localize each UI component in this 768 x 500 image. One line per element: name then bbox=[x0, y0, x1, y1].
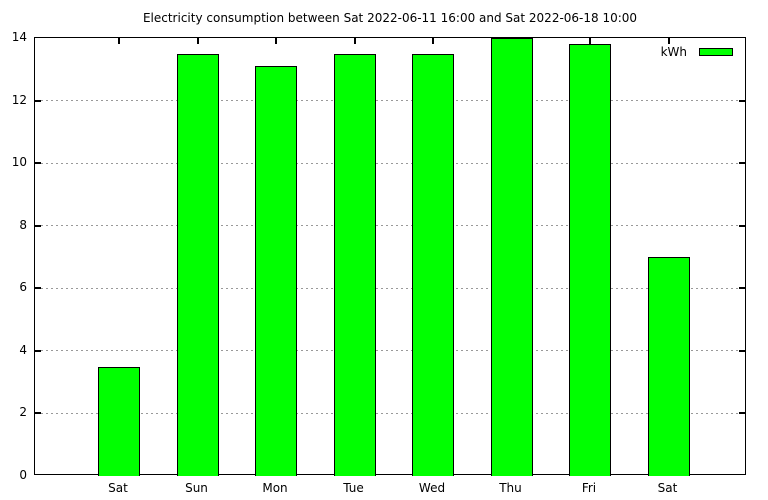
xtick-label-4: Wed bbox=[418, 481, 446, 495]
ytick-left-6 bbox=[35, 287, 41, 290]
xtick-label-2: Mon bbox=[262, 481, 288, 495]
gridline-y4 bbox=[36, 350, 744, 352]
bar-fri-6 bbox=[569, 44, 611, 476]
gridline-y10 bbox=[36, 162, 744, 164]
ytick-label-8: 8 bbox=[19, 217, 27, 232]
legend: kWh bbox=[661, 45, 733, 59]
ytick-right-2 bbox=[739, 412, 745, 415]
xtick-label-5: Thu bbox=[499, 481, 522, 495]
ytick-label-2: 2 bbox=[19, 405, 27, 420]
ytick-label-14: 14 bbox=[11, 30, 27, 44]
bar-tue-3 bbox=[333, 53, 376, 476]
gridline-y2 bbox=[36, 412, 744, 414]
bar-mon-2 bbox=[255, 66, 297, 476]
xtick-label-7: Sat bbox=[657, 481, 678, 495]
legend-swatch bbox=[699, 48, 733, 56]
xtick-label-3: Tue bbox=[343, 481, 364, 495]
ytick-label-10: 10 bbox=[11, 155, 27, 170]
bar-sat-7 bbox=[647, 257, 690, 476]
bar-sat-0 bbox=[98, 366, 140, 476]
ytick-left-10 bbox=[35, 162, 41, 165]
bar-wed-4 bbox=[412, 53, 454, 476]
ytick-label-12: 12 bbox=[11, 92, 27, 107]
xtick-top-7 bbox=[667, 38, 670, 44]
ytick-right-6 bbox=[739, 287, 745, 290]
ytick-left-8 bbox=[35, 224, 41, 227]
ytick-right-10 bbox=[739, 162, 745, 165]
xtick-top-2 bbox=[275, 38, 277, 44]
xtick-top-1 bbox=[196, 38, 199, 44]
xtick-top-6 bbox=[589, 38, 591, 44]
bar-sun-1 bbox=[176, 53, 219, 476]
ytick-label-6: 6 bbox=[19, 280, 27, 295]
xtick-top-3 bbox=[353, 38, 356, 44]
xtick-label-0: Sat bbox=[108, 481, 128, 495]
ytick-right-12 bbox=[739, 99, 745, 102]
plot-area: kWh bbox=[34, 37, 746, 476]
ytick-label-4: 4 bbox=[19, 342, 27, 357]
gridline-y8 bbox=[36, 225, 744, 227]
gridline-y12 bbox=[36, 100, 744, 102]
gridline-y6 bbox=[36, 287, 744, 289]
ytick-right-4 bbox=[739, 349, 745, 352]
ytick-left-4 bbox=[35, 349, 41, 352]
xtick-top-4 bbox=[432, 38, 434, 44]
xtick-label-6: Fri bbox=[581, 481, 597, 495]
xtick-top-0 bbox=[118, 38, 120, 44]
ytick-right-8 bbox=[739, 224, 745, 227]
chart-title: Electricity consumption between Sat 2022… bbox=[142, 11, 638, 25]
bar-thu-5 bbox=[490, 38, 533, 476]
xtick-label-1: Sun bbox=[185, 481, 208, 495]
ytick-label-0: 0 bbox=[19, 468, 27, 482]
ytick-left-2 bbox=[35, 412, 41, 415]
ytick-left-12 bbox=[35, 99, 41, 102]
legend-label: kWh bbox=[660, 45, 687, 59]
